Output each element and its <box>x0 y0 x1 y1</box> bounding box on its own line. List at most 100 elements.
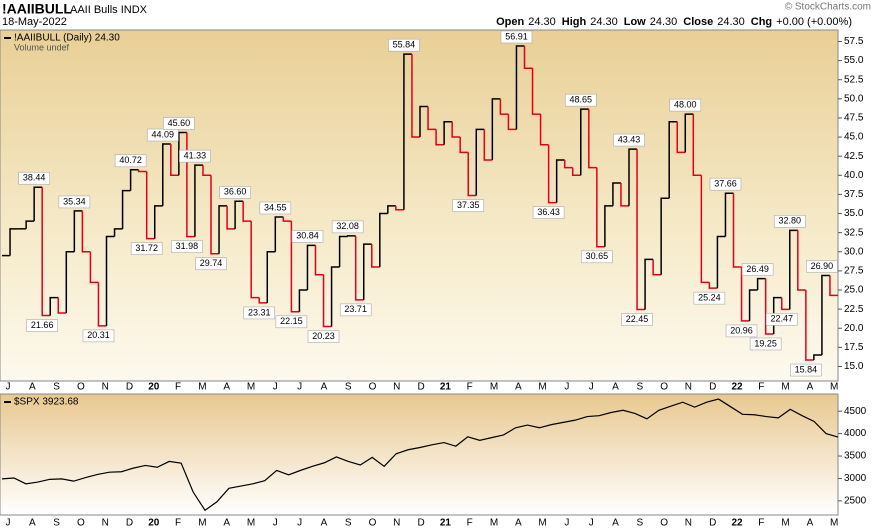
y-tick-label: 17.5 <box>844 342 864 353</box>
step <box>475 128 485 196</box>
value-label: 55.84 <box>393 40 416 50</box>
x-tick-label: D <box>126 518 133 529</box>
value-label-box <box>171 240 203 253</box>
x-tick-label: N <box>102 518 109 529</box>
value-label: 23.71 <box>344 304 367 314</box>
step <box>547 144 557 204</box>
x-tick-label: S <box>636 382 643 393</box>
value-label: 30.84 <box>296 231 319 241</box>
x-tick-label: D <box>126 382 133 393</box>
step <box>732 193 742 268</box>
x-tick-label: M <box>247 382 255 393</box>
quote-label: High <box>562 16 587 28</box>
step <box>740 267 750 322</box>
y-tick-label: 20.0 <box>844 323 864 334</box>
x-tick-label: M <box>198 518 206 529</box>
y-tick-label: 27.5 <box>844 266 864 277</box>
step <box>97 282 107 327</box>
x-tick-label: A <box>223 518 230 529</box>
value-label: 36.43 <box>537 207 560 217</box>
step <box>499 98 509 115</box>
x-tick-label: O <box>77 382 85 393</box>
x-tick-label: M <box>781 518 789 529</box>
value-label: 43.43 <box>618 134 641 144</box>
x-tick-label: F <box>758 518 764 529</box>
value-label-box <box>725 324 758 338</box>
step <box>330 266 340 327</box>
value-label: 29.74 <box>200 258 223 268</box>
x-tick-label: S <box>53 382 60 393</box>
x-tick-label: J <box>273 518 278 529</box>
step <box>274 216 284 252</box>
y-tick-label: 57.5 <box>844 36 864 47</box>
step <box>636 149 646 311</box>
x-tick-label: A <box>515 518 522 529</box>
value-label: 35.34 <box>63 196 86 206</box>
value-label-box <box>243 306 276 320</box>
value-label: 48.00 <box>674 99 697 109</box>
x-tick-label: D <box>709 382 716 393</box>
value-label: 30.65 <box>586 251 609 261</box>
y-tick-label: 25.0 <box>844 285 864 296</box>
quote-label: Low <box>624 16 646 28</box>
step <box>298 289 308 312</box>
value-label: 22.47 <box>770 314 793 324</box>
step <box>660 197 670 275</box>
step <box>379 212 388 268</box>
value-label-box <box>291 230 324 243</box>
x-tick-label: M <box>830 518 838 529</box>
step <box>153 205 163 239</box>
y-tick-label: 22.5 <box>844 304 864 315</box>
x-tick-label: A <box>807 518 814 529</box>
y-tick-label: 15.0 <box>844 361 864 372</box>
step <box>65 251 75 313</box>
step <box>523 45 533 69</box>
step <box>73 210 83 252</box>
step <box>708 282 718 289</box>
quote-label: Open <box>496 16 524 28</box>
step <box>491 98 501 160</box>
value-label: 22.15 <box>280 316 303 326</box>
step <box>571 167 581 177</box>
step <box>371 244 380 268</box>
x-tick-label: A <box>223 382 230 393</box>
x-tick-label: O <box>369 518 377 529</box>
step <box>443 121 453 145</box>
step <box>121 189 131 229</box>
value-label-box <box>452 199 485 212</box>
legend: $SPX 3923.68 <box>14 397 79 408</box>
value-label-box <box>275 315 308 329</box>
value-label: 23.31 <box>248 307 271 317</box>
step <box>282 216 292 222</box>
value-label-box <box>331 220 364 234</box>
value-label-box <box>163 117 195 130</box>
step <box>266 251 276 303</box>
y-tick-label: 4000 <box>844 428 867 439</box>
x-tick-label: A <box>515 382 522 393</box>
step <box>322 274 332 328</box>
step <box>515 45 525 130</box>
value-label-box <box>765 313 798 326</box>
x-tick-label: J <box>6 518 11 529</box>
x-tick-label: S <box>345 518 352 529</box>
value-label-box <box>388 38 420 52</box>
value-label-box <box>259 201 292 215</box>
x-tick-label: J <box>297 518 302 529</box>
x-tick-label: F <box>175 518 181 529</box>
step <box>652 259 662 276</box>
value-label: 48.65 <box>570 95 593 105</box>
date: 18-May-2022 <box>2 16 67 28</box>
x-tick-label: N <box>393 382 400 393</box>
step <box>780 297 790 311</box>
value-label: 40.72 <box>119 155 142 165</box>
step <box>829 275 838 297</box>
value-label-box <box>146 128 179 142</box>
step <box>258 297 268 304</box>
x-tick-label: J <box>6 382 11 393</box>
x-tick-label: F <box>175 382 181 393</box>
value-label: 26.49 <box>746 264 769 274</box>
quote-label: Close <box>683 16 713 28</box>
step <box>676 121 686 154</box>
value-label-box <box>82 329 115 343</box>
value-label-box <box>130 242 163 255</box>
